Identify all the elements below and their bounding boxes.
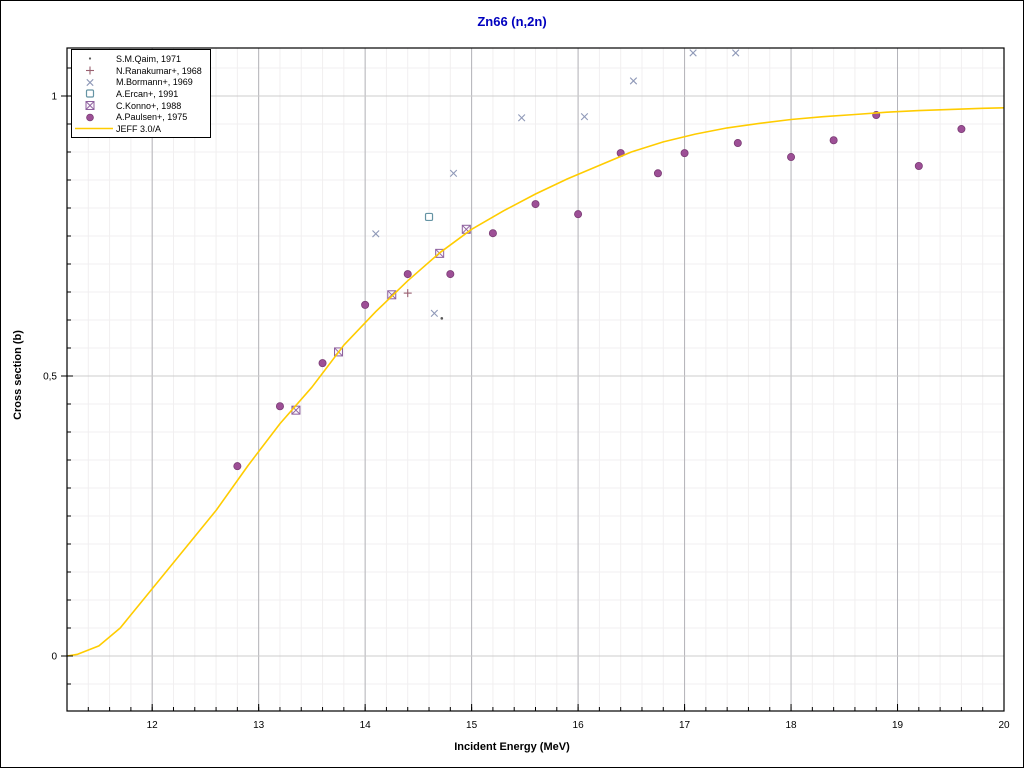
data-point xyxy=(372,230,380,238)
data-point xyxy=(733,139,742,148)
y-tick-label: 1 xyxy=(51,92,57,103)
series-a-ercan-1991 xyxy=(424,212,434,222)
data-point xyxy=(680,149,689,158)
legend-marker-icon xyxy=(75,128,113,130)
legend-label: C.Konno+, 1988 xyxy=(116,100,182,111)
jeff-curve xyxy=(66,107,1005,657)
y-tick-label: 0,5 xyxy=(43,372,57,383)
data-point xyxy=(787,153,796,162)
legend-item: C.Konno+, 1988 xyxy=(72,100,210,112)
data-point xyxy=(531,200,540,209)
data-point xyxy=(440,317,444,320)
marker-line xyxy=(291,405,301,415)
x-tick-label: 13 xyxy=(253,720,265,731)
data-point xyxy=(275,402,284,411)
marker-line xyxy=(629,77,638,85)
data-point xyxy=(424,212,434,222)
data-point xyxy=(629,77,638,85)
data-point xyxy=(318,359,327,368)
legend-item: M.Bormann+, 1969 xyxy=(72,76,210,88)
data-point xyxy=(403,270,412,279)
legend-marker-icon xyxy=(85,89,95,99)
legend-marker-icon xyxy=(85,101,95,111)
marker-line xyxy=(372,230,380,238)
legend-marker-icon xyxy=(86,113,94,122)
data-point xyxy=(430,309,439,317)
x-tick-label: 19 xyxy=(892,720,904,731)
grid xyxy=(67,48,1004,711)
legend-label: A.Ercan+, 1991 xyxy=(116,88,179,99)
data-point xyxy=(446,270,455,279)
data-point xyxy=(957,125,966,134)
data-point xyxy=(517,114,526,122)
x-tick-label: 16 xyxy=(573,720,585,731)
data-point xyxy=(580,113,589,121)
legend-label: S.M.Qaim, 1971 xyxy=(116,53,182,64)
x-tick-label: 15 xyxy=(466,720,478,731)
axes: 12 13 14 15 16 17 18 19 20 0 0,5 1 xyxy=(43,47,1010,731)
legend-marker-icon xyxy=(86,78,94,86)
legend: S.M.Qaim, 1971 N.Ranakumar+, 1968 M.Borman… xyxy=(71,49,211,138)
series-n-ranakumar-1968 xyxy=(403,289,412,298)
marker-line xyxy=(580,113,589,121)
marker-line xyxy=(517,114,526,122)
marker-line xyxy=(689,49,697,57)
data-point xyxy=(387,290,397,300)
marker-line xyxy=(449,169,458,177)
legend-item: A.Ercan+, 1991 xyxy=(72,88,210,100)
series-m-bormann-1969 xyxy=(372,49,740,317)
data-point xyxy=(829,136,838,145)
marker-line xyxy=(430,309,439,317)
legend-item: S.M.Qaim, 1971 xyxy=(72,53,210,65)
data-point xyxy=(361,300,370,309)
legend-marker-icon xyxy=(88,57,92,60)
data-point xyxy=(574,210,583,219)
marker-line xyxy=(731,49,740,57)
legend-item: JEFF 3.0/A xyxy=(72,123,210,135)
data-point xyxy=(488,229,497,238)
data-point xyxy=(403,289,412,298)
series-jeff-3-0-a xyxy=(66,107,1005,657)
x-tick-label: 14 xyxy=(360,720,372,731)
x-tick-label: 18 xyxy=(785,720,797,731)
marker-line xyxy=(461,224,471,234)
legend-label: M.Bormann+, 1969 xyxy=(116,77,193,88)
legend-item: N.Ranakumar+, 1968 xyxy=(72,65,210,77)
marker-line xyxy=(387,290,397,300)
legend-item: A.Paulsen+, 1975 xyxy=(72,111,210,123)
data-point xyxy=(731,49,740,57)
data-layer xyxy=(66,49,1005,657)
data-point xyxy=(653,169,662,178)
x-tick-label: 20 xyxy=(998,720,1010,731)
data-point xyxy=(233,462,242,471)
legend-marker-icon xyxy=(86,66,94,75)
legend-label: JEFF 3.0/A xyxy=(116,123,162,134)
data-point xyxy=(291,405,301,415)
data-point xyxy=(449,169,458,177)
legend-label: N.Ranakumar+, 1968 xyxy=(116,65,202,76)
y-tick-label: 0 xyxy=(51,652,57,663)
series-s-m-qaim-1971 xyxy=(440,317,444,320)
x-tick-label: 17 xyxy=(679,720,691,731)
legend-label: A.Paulsen+, 1975 xyxy=(116,112,188,123)
x-axis-label: Incident Energy (MeV) xyxy=(454,741,570,753)
chart-title: Zn66 (n,2n) xyxy=(477,14,547,29)
series-a-paulsen-1975 xyxy=(233,111,966,471)
data-point xyxy=(914,161,923,170)
data-point xyxy=(689,49,697,57)
x-tick-label: 12 xyxy=(147,720,159,731)
